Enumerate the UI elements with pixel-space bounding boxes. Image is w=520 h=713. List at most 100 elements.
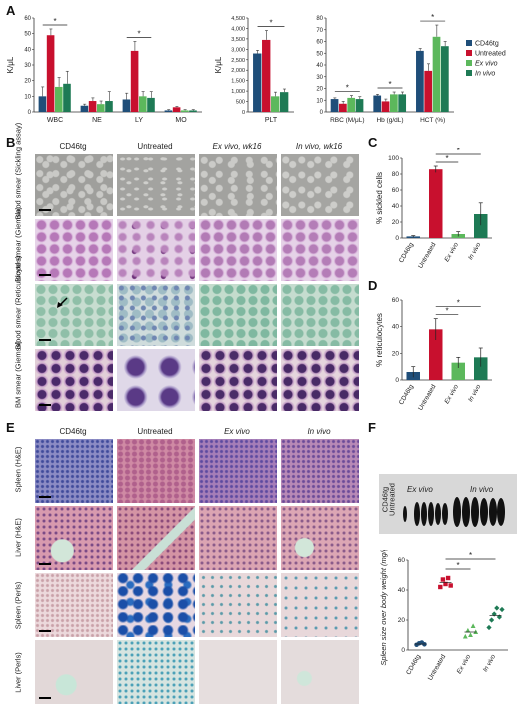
y-tick-label: 60 — [316, 40, 323, 46]
bar-ex-vivo — [271, 96, 280, 112]
e-tile-liver-he-ex-vivo — [198, 505, 278, 571]
y-tick-label: 0 — [242, 110, 245, 116]
bar-in-vivo — [440, 46, 449, 113]
y-tick-label: 40 — [392, 203, 400, 210]
e-tile-spleen-he-untreated — [116, 438, 196, 504]
bar-in-vivo — [474, 214, 488, 238]
bar-ex-vivo — [390, 94, 398, 112]
e-tile-spleen-he-in-vivo — [280, 438, 360, 504]
e-tile-spleen-perls-ex-vivo — [198, 572, 278, 638]
bar-in-vivo — [189, 110, 197, 112]
significance-star: * — [137, 30, 140, 39]
e-tile-spleen-he-cd46tg — [34, 438, 114, 504]
b-tile-bm-untreated — [116, 348, 196, 412]
y-tick-label: 40 — [398, 587, 406, 594]
chart-a2-platelets: 0 500 1,000 1,500 2,000 2,500 3,000 3,500 4,000 4… — [214, 16, 294, 124]
data-point — [486, 624, 492, 631]
b-tile-retic-cd46tg — [34, 283, 114, 347]
y-axis-label: Spleen size over body weight (mg/g) — [379, 550, 388, 666]
y-tick-label: 20 — [316, 87, 323, 93]
x-tick-label: In vivo — [482, 653, 498, 673]
legend-swatch — [466, 50, 472, 56]
f-photo-label-ex-vivo: Ex vivo — [407, 485, 433, 494]
y-tick-label: 50 — [24, 32, 31, 38]
data-point — [448, 583, 453, 588]
x-tick-label: Ex vivo — [443, 241, 460, 263]
x-tick-label: HCT (%) — [420, 117, 445, 124]
y-tick-label: 60 — [398, 557, 406, 564]
y-tick-label: 1,500 — [231, 79, 245, 85]
y-tick-label: 20 — [392, 219, 400, 226]
e-tile-liver-he-in-vivo — [280, 505, 360, 571]
data-point — [465, 627, 471, 633]
bar-ex-vivo — [347, 97, 356, 112]
bar-in-vivo — [355, 99, 364, 112]
b-tile-retic-untreated — [116, 283, 196, 347]
bar-cd46tg — [80, 105, 89, 112]
bar-in-vivo — [63, 83, 71, 112]
y-tick-label: 0 — [401, 647, 405, 654]
e-col-header-cd46tg: CD46tg — [59, 427, 87, 436]
significance-star: * — [457, 148, 460, 155]
data-point — [499, 606, 505, 613]
y-axis-label: K/μL — [214, 56, 223, 73]
legend-label: CD46tg — [475, 41, 499, 48]
legend-swatch — [466, 40, 472, 46]
bar-in-vivo — [398, 94, 407, 112]
b-tile-bm-ex-vivo — [198, 348, 278, 412]
spleen-shapes — [403, 497, 505, 527]
x-tick-label: In vivo — [467, 383, 483, 403]
b-tile-retic-ex-vivo — [198, 283, 278, 347]
bar-untreated — [262, 39, 271, 112]
b-tile-sickling-cd46tg — [34, 153, 114, 217]
b-tile-giemsa-untreated — [116, 218, 196, 282]
y-tick-label: 4,000 — [231, 26, 245, 32]
bar-in-vivo — [474, 357, 488, 380]
chart-a1-blood-counts: 0 10 20 30 40 50 60 K/μL WBC * NE LY * MO — [6, 16, 202, 124]
e-tile-spleen-he-ex-vivo — [198, 438, 278, 504]
data-point — [440, 577, 446, 582]
y-tick-label: 80 — [392, 171, 400, 178]
y-axis-label: K/μL — [6, 56, 15, 73]
x-tick-label: NE — [92, 117, 102, 124]
bar-untreated — [429, 329, 443, 380]
data-point — [470, 623, 476, 628]
y-tick-label: 60 — [392, 187, 400, 194]
e-col-header-in-vivo: In vivo — [307, 427, 331, 436]
bar-cd46tg — [122, 99, 131, 112]
chart-f-spleen-weight: 0 20 40 60 Spleen size over body weight (mg/… — [379, 550, 508, 682]
legend-label: In vivo — [475, 71, 495, 78]
legend-swatch — [466, 70, 472, 76]
b-col-header-ex-vivo: Ex vivo, wk16 — [212, 142, 262, 151]
legend-label: Ex vivo — [475, 61, 498, 68]
bar-untreated — [381, 101, 390, 112]
x-tick-label: Untreated — [427, 653, 448, 682]
x-tick-label: CD46tg — [398, 241, 415, 264]
x-tick-label: MO — [175, 117, 187, 124]
y-tick-label: 70 — [316, 28, 323, 34]
significance-star: * — [445, 154, 448, 163]
bar-ex-vivo — [55, 86, 63, 112]
bar-ex-vivo — [432, 36, 441, 112]
y-tick-label: 500 — [236, 100, 245, 106]
panel-label-b: B — [6, 135, 16, 150]
e-tile-liver-perls-ex-vivo — [198, 639, 278, 705]
f-photo-label-in-vivo: In vivo — [470, 485, 494, 494]
e-tile-liver-perls-cd46tg — [34, 639, 114, 705]
significance-star: * — [457, 299, 460, 308]
bar-in-vivo — [147, 97, 155, 112]
b-row-label-bm-giemsa: BM smear (Giemsa) — [13, 340, 23, 409]
significance-star: * — [469, 551, 472, 560]
y-tick-label: 3,500 — [231, 37, 245, 43]
data-point — [468, 632, 473, 637]
b-tile-giemsa-ex-vivo — [198, 218, 278, 282]
bar-in-vivo — [279, 92, 289, 112]
significance-star: * — [269, 19, 272, 28]
x-tick-label: LY — [135, 117, 143, 124]
data-point — [489, 617, 495, 623]
b-tile-bm-cd46tg — [34, 348, 114, 412]
y-tick-label: 100 — [388, 155, 399, 162]
y-tick-label: 40 — [316, 63, 323, 69]
b-tile-sickling-in-vivo — [280, 153, 360, 217]
x-tick-label: Hb (g/dL) — [376, 117, 403, 124]
